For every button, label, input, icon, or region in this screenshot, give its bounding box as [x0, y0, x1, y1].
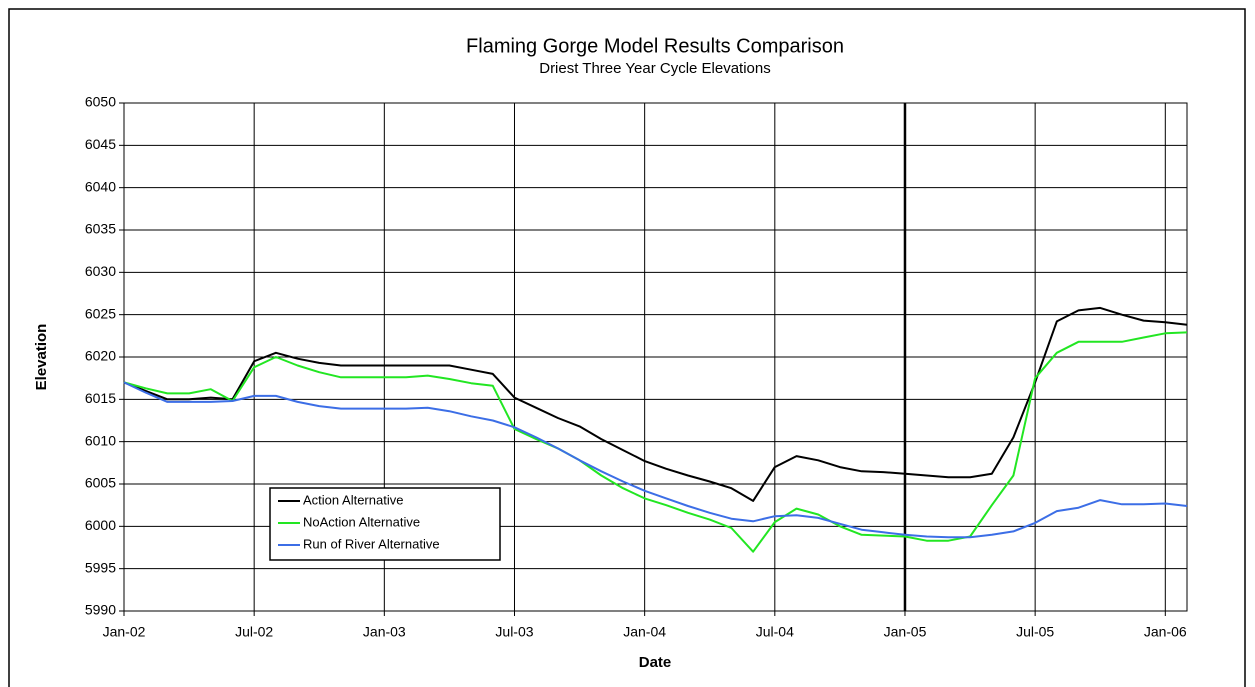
x-tick-label: Jul-03: [495, 624, 533, 640]
series-line: [123, 306, 1188, 502]
y-tick-label: 6020: [85, 348, 116, 364]
y-tick-label: 6005: [85, 475, 116, 491]
chart-title: Flaming Gorge Model Results Comparison: [466, 35, 844, 57]
y-axis-label: Elevation: [33, 324, 50, 391]
y-tick-label: 6015: [85, 390, 116, 406]
legend-label: NoAction Alternative: [303, 514, 420, 529]
series-line: [123, 381, 1188, 539]
y-tick-label: 6050: [85, 94, 116, 110]
x-tick-label: Jan-06: [1144, 624, 1187, 640]
plot-border: [123, 102, 1188, 612]
chart-subtitle: Driest Three Year Cycle Elevations: [539, 60, 771, 77]
y-tick-label: 6040: [85, 178, 116, 194]
x-tick-label: Jan-02: [103, 624, 146, 640]
y-tick-label: 6025: [85, 305, 116, 321]
legend-box: [269, 487, 501, 561]
y-tick-label: 6030: [85, 263, 116, 279]
legend-label: Action Alternative: [303, 492, 403, 507]
x-tick-label: Jan-04: [623, 624, 666, 640]
x-tick-label: Jul-02: [235, 624, 273, 640]
y-tick-label: 5990: [85, 602, 116, 618]
x-tick-label: Jul-05: [1016, 624, 1054, 640]
y-tick-label: 6000: [85, 517, 116, 533]
x-axis-label: Date: [639, 654, 672, 671]
x-tick-label: Jul-04: [756, 624, 794, 640]
x-tick-label: Jan-03: [363, 624, 406, 640]
y-tick-label: 5995: [85, 559, 116, 575]
series-line: [123, 331, 1188, 553]
y-tick-label: 6035: [85, 221, 116, 237]
y-tick-label: 6010: [85, 432, 116, 448]
legend-label: Run of River Alternative: [303, 536, 440, 551]
y-tick-label: 6045: [85, 136, 116, 152]
x-tick-label: Jan-05: [884, 624, 927, 640]
legend: Action Alternative NoAction Alternative Ru…: [269, 487, 501, 561]
